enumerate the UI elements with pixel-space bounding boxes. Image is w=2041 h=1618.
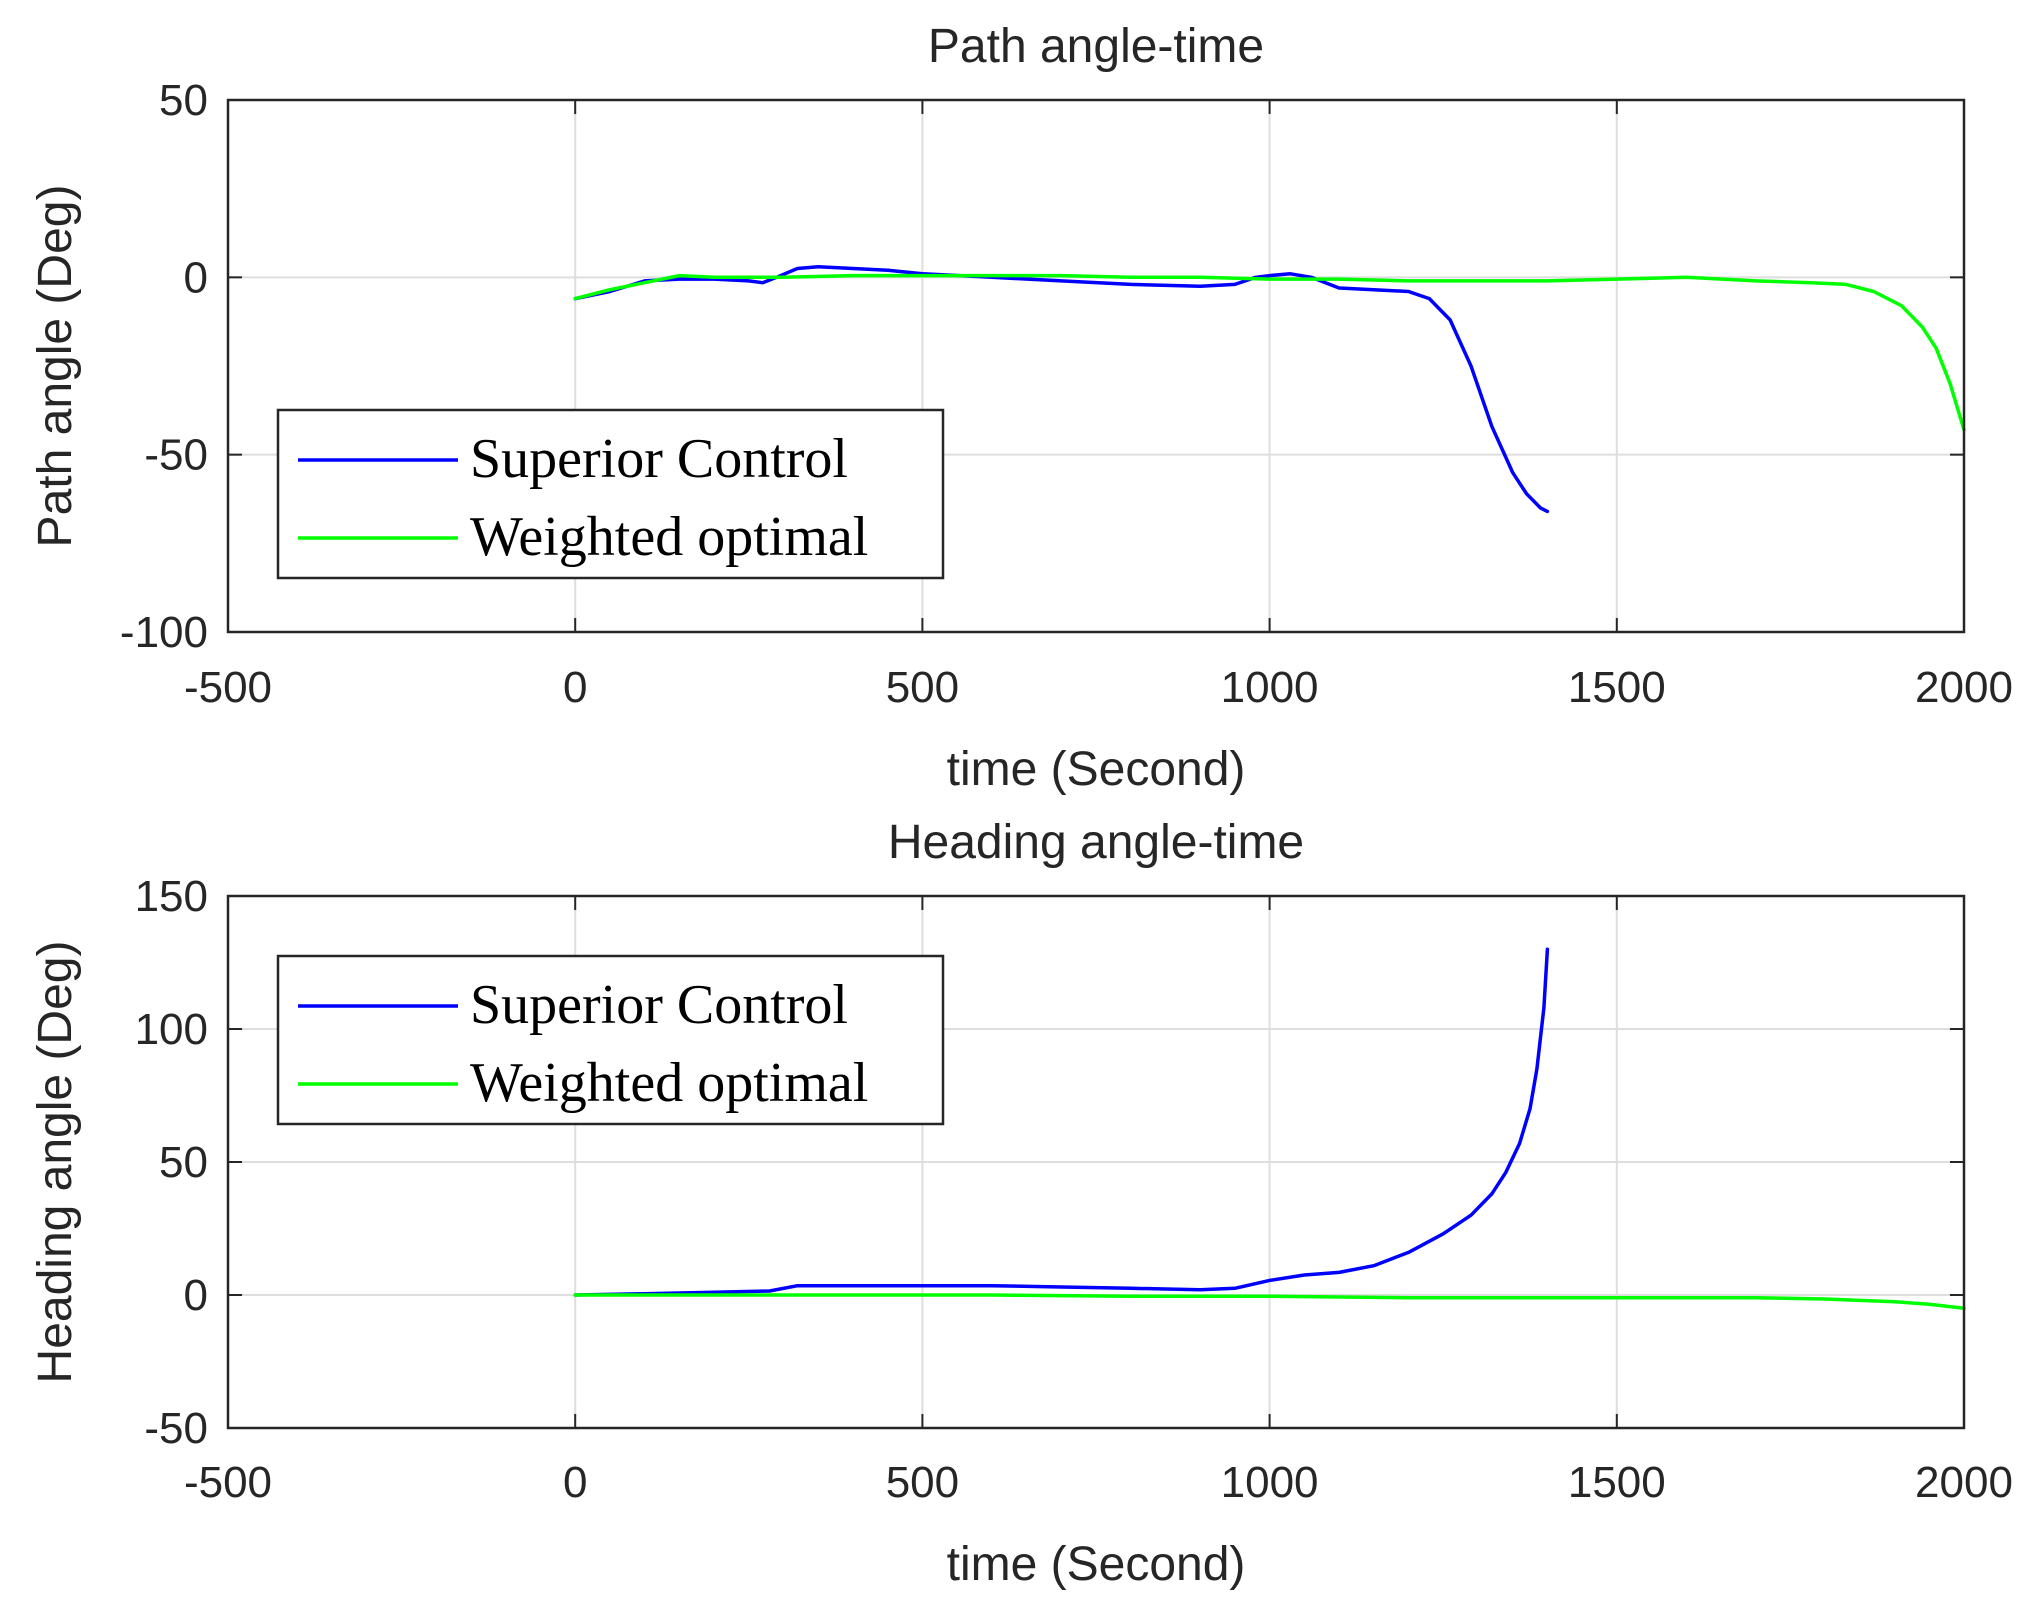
series-line-superior-control bbox=[573, 947, 1550, 1297]
axes-box bbox=[226, 98, 1966, 634]
series-line-superior-control bbox=[573, 264, 1550, 514]
legend-label: Superior Control bbox=[470, 428, 848, 490]
legend-box bbox=[276, 408, 945, 580]
x-axis-label: time (Second) bbox=[947, 743, 1246, 796]
legend-box bbox=[276, 954, 945, 1126]
x-tick-label: 1500 bbox=[1568, 663, 1666, 712]
chart-title: Path angle-time bbox=[928, 20, 1264, 73]
y-tick-label: -50 bbox=[144, 1404, 208, 1453]
y-tick-label: -50 bbox=[144, 431, 208, 480]
chart-title: Heading angle-time bbox=[888, 816, 1304, 869]
x-axis-label: time (Second) bbox=[947, 1538, 1246, 1591]
x-tick-label: 500 bbox=[886, 663, 959, 712]
y-tick-label: 150 bbox=[135, 872, 208, 921]
y-tick-label: 100 bbox=[135, 1005, 208, 1054]
y-tick-label: 50 bbox=[159, 76, 208, 125]
x-tick-label: 1000 bbox=[1221, 1458, 1319, 1507]
legend: Superior Control Weighted optimal bbox=[276, 954, 945, 1126]
legend-label: Weighted optimal bbox=[470, 1052, 868, 1114]
y-tick-label: 0 bbox=[184, 253, 208, 302]
series-line-weighted-optimal bbox=[573, 273, 1966, 432]
x-tick-label: -500 bbox=[184, 1458, 272, 1507]
x-tick-label: 0 bbox=[563, 663, 587, 712]
series-line-weighted-optimal bbox=[573, 1293, 1966, 1311]
legend-label: Weighted optimal bbox=[470, 506, 868, 568]
x-tick-label: 2000 bbox=[1915, 1458, 2013, 1507]
y-axis-label: Heading angle (Deg) bbox=[29, 941, 82, 1384]
y-tick-label: 0 bbox=[184, 1271, 208, 1320]
x-tick-label: 2000 bbox=[1915, 663, 2013, 712]
y-axis-label: Path angle (Deg) bbox=[29, 185, 82, 548]
x-tick-label: 1000 bbox=[1221, 663, 1319, 712]
x-tick-label: 500 bbox=[886, 1458, 959, 1507]
heading-chart: -500 0 500 1000 1500 2000-50050100150Heading … bbox=[29, 816, 2013, 1591]
x-tick-label: -500 bbox=[184, 663, 272, 712]
x-tick-label: 0 bbox=[563, 1458, 587, 1507]
x-tick-label: 1500 bbox=[1568, 1458, 1666, 1507]
legend-label: Superior Control bbox=[470, 974, 848, 1036]
y-tick-label: 50 bbox=[159, 1138, 208, 1187]
y-tick-label: -100 bbox=[120, 608, 208, 657]
legend: Superior Control Weighted optimal bbox=[276, 408, 945, 580]
